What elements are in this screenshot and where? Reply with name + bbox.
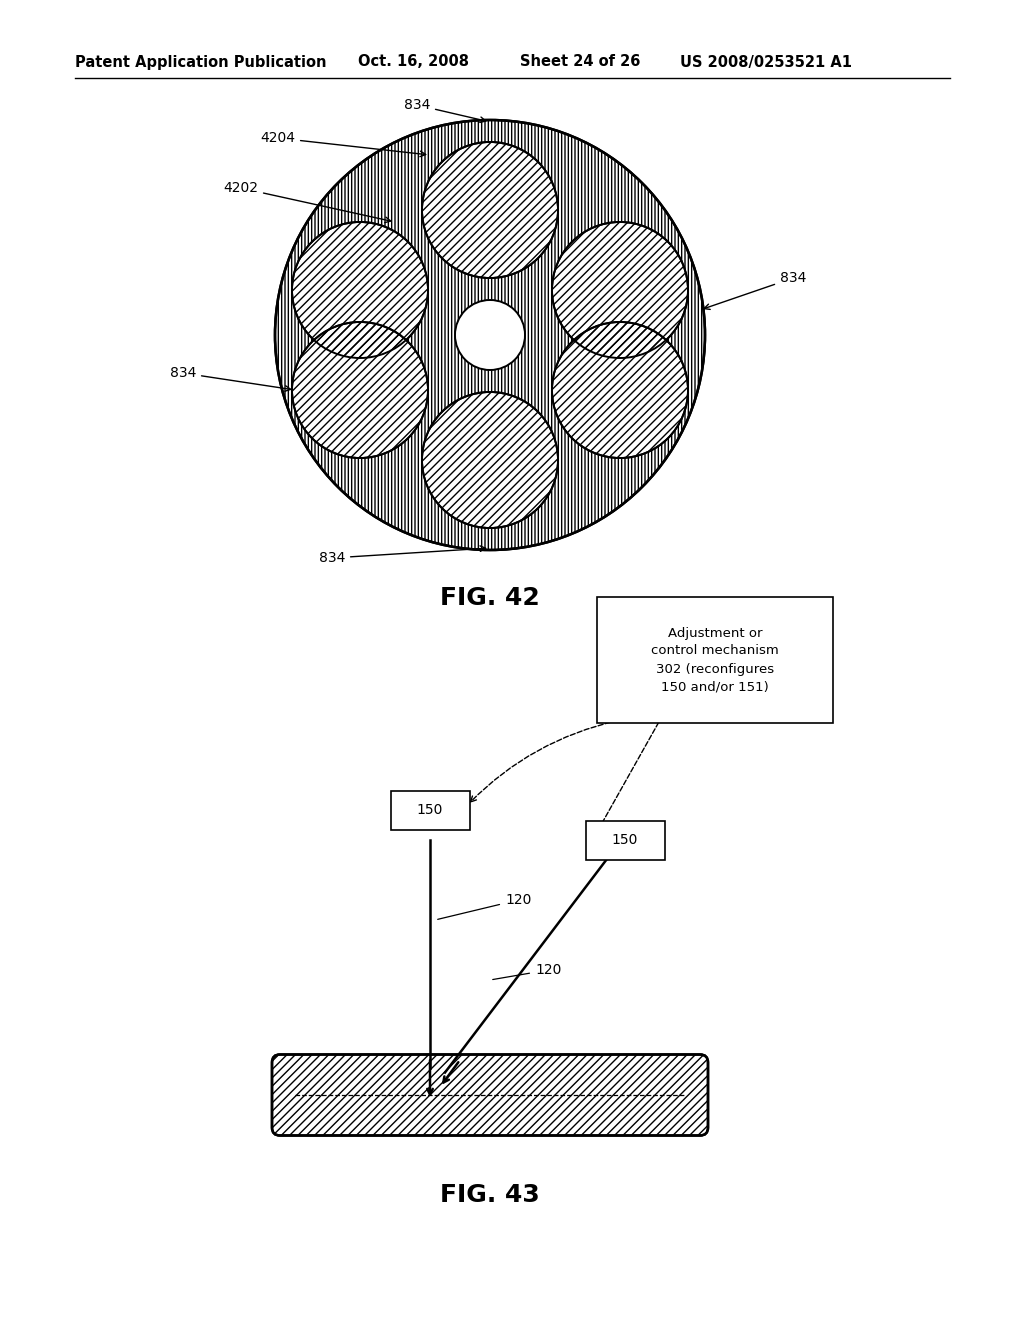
Text: 834: 834	[170, 366, 291, 391]
Circle shape	[275, 120, 705, 550]
Text: US 2008/0253521 A1: US 2008/0253521 A1	[680, 54, 852, 70]
Circle shape	[455, 300, 525, 370]
Circle shape	[292, 222, 428, 358]
FancyBboxPatch shape	[272, 1055, 708, 1135]
Text: Adjustment or
control mechanism
302 (reconfigures
150 and/or 151): Adjustment or control mechanism 302 (rec…	[651, 627, 779, 693]
Text: 150: 150	[417, 803, 443, 817]
Circle shape	[552, 222, 688, 358]
FancyBboxPatch shape	[597, 597, 833, 723]
Text: 834: 834	[705, 271, 806, 309]
Circle shape	[552, 322, 688, 458]
Text: 150: 150	[611, 833, 638, 847]
Text: 834: 834	[403, 98, 485, 123]
Text: Patent Application Publication: Patent Application Publication	[75, 54, 327, 70]
Circle shape	[422, 392, 558, 528]
FancyBboxPatch shape	[586, 821, 665, 859]
Text: 834: 834	[318, 546, 485, 565]
Text: FIG. 43: FIG. 43	[440, 1183, 540, 1206]
Text: 120: 120	[493, 964, 561, 979]
Text: FIG. 42: FIG. 42	[440, 586, 540, 610]
Text: 4204: 4204	[260, 131, 426, 157]
FancyBboxPatch shape	[390, 791, 469, 829]
Text: Oct. 16, 2008: Oct. 16, 2008	[358, 54, 469, 70]
Circle shape	[292, 322, 428, 458]
Text: Sheet 24 of 26: Sheet 24 of 26	[520, 54, 640, 70]
Circle shape	[422, 143, 558, 279]
Text: 120: 120	[437, 894, 531, 919]
Text: 4202: 4202	[223, 181, 391, 223]
